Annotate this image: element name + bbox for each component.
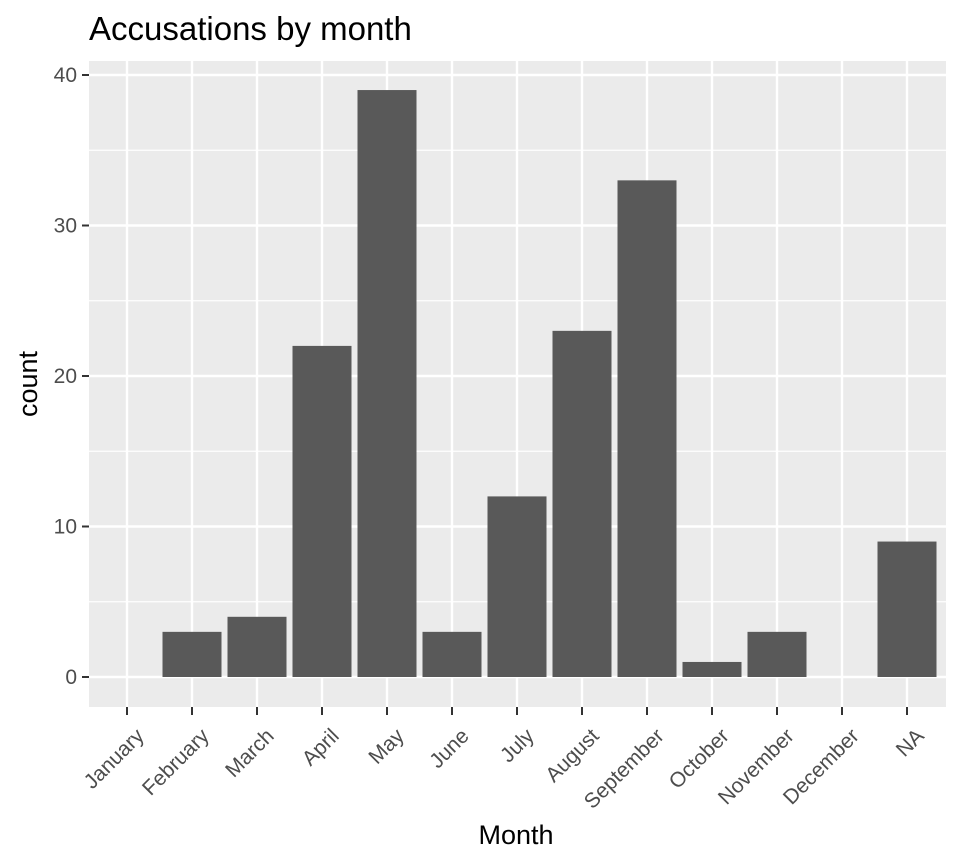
x-tick-label: May — [364, 724, 409, 769]
x-tick-label: April — [298, 724, 344, 770]
x-tick-label: August — [541, 724, 604, 787]
x-tick-label: March — [221, 724, 279, 782]
bars — [162, 90, 937, 678]
x-tick-label: NA — [892, 724, 929, 761]
bar-june — [422, 631, 482, 677]
y-axis-title: count — [13, 350, 43, 417]
x-tick-label: February — [138, 724, 214, 800]
bar-may — [357, 90, 417, 678]
bar-july — [487, 496, 547, 677]
y-axis: 0 10 20 30 40 — [54, 64, 89, 689]
chart-title: Accusations by month — [89, 10, 412, 47]
major-gridlines — [89, 61, 946, 707]
x-tick-label: July — [496, 724, 539, 767]
y-tick-label: 10 — [54, 516, 77, 539]
bar-february — [162, 631, 222, 677]
x-axis-title: Month — [478, 820, 553, 850]
bar-na — [877, 541, 937, 677]
y-tick-label: 30 — [54, 215, 77, 238]
bar-october — [682, 661, 742, 677]
bar-april — [292, 345, 352, 677]
bar-august — [552, 330, 612, 677]
y-tick-label: 20 — [54, 365, 77, 388]
x-tick-label: June — [425, 724, 473, 772]
bar-march — [227, 616, 287, 677]
bar-november — [747, 631, 807, 677]
bar-september — [617, 180, 677, 677]
y-tick-label: 40 — [54, 64, 77, 87]
y-tick-label: 0 — [65, 666, 77, 689]
